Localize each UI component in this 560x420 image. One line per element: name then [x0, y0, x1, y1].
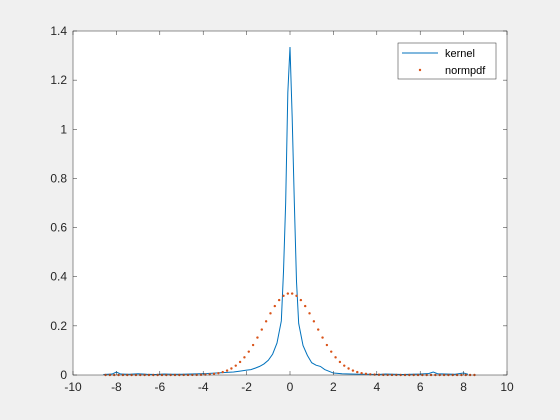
axes-layer: -10 -8 -6 -4 -2 0 2 4 6 8 10 0 0.2 0.4 0.6 0.8 1 1.2 1.4: [50, 24, 514, 394]
normpdf-point: [277, 298, 281, 302]
legend-normpdf-label: normpdf: [445, 65, 486, 77]
normpdf-point: [373, 373, 376, 376]
normpdf-point: [303, 304, 307, 308]
y-tick-label: 0.4: [50, 270, 67, 284]
y-tick-label: 0.2: [50, 319, 67, 333]
normpdf-point: [364, 372, 368, 376]
legend-box: [397, 42, 497, 80]
normpdf-point: [286, 292, 290, 295]
y-tick-label: 1.2: [50, 73, 67, 87]
normpdf-point: [269, 312, 272, 315]
normpdf-point: [221, 370, 224, 374]
normpdf-point: [343, 364, 346, 367]
normpdf-point: [295, 294, 298, 298]
normpdf-point: [225, 369, 229, 372]
normpdf-point: [264, 320, 268, 323]
normpdf-point: [325, 343, 329, 347]
x-tick-label: 2: [330, 380, 337, 394]
normpdf-point: [351, 369, 355, 372]
normpdf-point: [238, 360, 242, 364]
normpdf-point: [260, 328, 263, 331]
normpdf-point: [299, 298, 303, 302]
normpdf-point: [204, 373, 207, 376]
normpdf-point: [321, 336, 324, 339]
x-tick-label: -8: [111, 380, 122, 394]
normpdf-point: [273, 304, 277, 308]
normpdf-point: [256, 336, 259, 339]
normpdf-point: [247, 350, 250, 353]
normpdf-point: [282, 294, 285, 298]
normpdf-point: [317, 328, 320, 331]
normpdf-point: [230, 367, 233, 370]
legend-normpdf-swatch: [418, 68, 422, 72]
y-tick-label: 0: [60, 368, 67, 382]
x-tick-label: 4: [373, 380, 380, 394]
x-tick-label: -4: [198, 380, 209, 394]
legend: kernel normpdf: [397, 42, 497, 80]
x-tick-label: 0: [287, 380, 294, 394]
normpdf-point: [330, 350, 333, 353]
normpdf-point: [290, 292, 294, 295]
y-tick-label: 1.4: [50, 24, 67, 38]
normpdf-point: [251, 343, 255, 347]
legend-kernel-label: kernel: [445, 48, 475, 60]
normpdf-point: [217, 371, 220, 375]
x-tick-label: -10: [64, 380, 82, 394]
normpdf-point: [312, 320, 316, 323]
x-tick-label: 8: [460, 380, 467, 394]
normpdf-point: [334, 356, 337, 359]
x-tick-label: 6: [417, 380, 424, 394]
plot-area: [73, 31, 507, 375]
normpdf-point: [243, 356, 246, 359]
normpdf-point: [347, 367, 350, 370]
y-tick-label: 1: [60, 122, 67, 136]
normpdf-point: [212, 372, 216, 376]
normpdf-point: [356, 370, 359, 374]
normpdf-point: [308, 312, 311, 315]
normpdf-point: [360, 371, 363, 375]
normpdf-point: [338, 360, 342, 364]
y-tick-label: 0.8: [50, 171, 67, 185]
x-tick-label: -6: [154, 380, 165, 394]
normpdf-point: [234, 364, 237, 367]
x-tick-label: -2: [241, 380, 252, 394]
x-tick-label: 10: [500, 380, 514, 394]
y-tick-label: 0.6: [50, 221, 67, 235]
